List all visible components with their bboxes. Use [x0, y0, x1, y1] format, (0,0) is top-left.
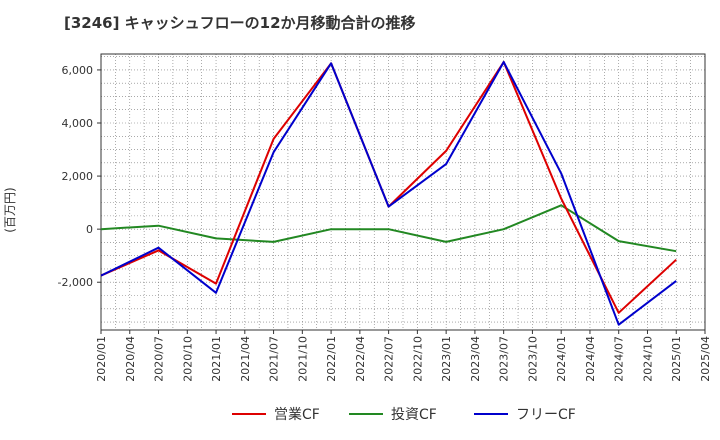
legend-label-1: 投資CF	[391, 407, 437, 423]
legend-label-0: 営業CF	[274, 407, 320, 423]
x-tick-label: 2023/01	[440, 336, 453, 382]
y-tick-label: 0	[86, 223, 93, 236]
legend-label-2: フリーCF	[516, 407, 576, 423]
x-tick-label: 2021/10	[296, 336, 309, 382]
series-layer	[100, 61, 677, 326]
x-tick-label: 2022/07	[383, 336, 396, 382]
legend: 営業CF 投資CF フリーCF	[232, 407, 576, 423]
series-line-1	[100, 204, 677, 253]
x-tick-label: 2022/04	[354, 336, 367, 382]
chart-title: [3246] キャッシュフローの12か月移動合計の推移	[64, 14, 416, 32]
y-axis-label-text: (百万円)	[3, 187, 17, 232]
x-tick-label: 2025/01	[670, 336, 683, 382]
x-tick-labels: 2020/01 2020/04 2020/07 2020/10 2021/01 2021/…	[95, 330, 712, 382]
x-tick-label: 2022/01	[325, 336, 338, 382]
x-tick-label: 2020/04	[124, 336, 137, 382]
y-tick-label: -2,000	[58, 276, 93, 289]
plot-frame	[100, 53, 706, 331]
x-tick-label: 2020/01	[95, 336, 108, 382]
y-tick-label: 2,000	[62, 170, 94, 183]
x-tick-label: 2024/04	[584, 336, 597, 382]
x-tick-label: 2023/07	[498, 336, 511, 382]
y-tick-labels: 6,000 4,000 2,000 0 -2,000	[58, 64, 101, 289]
series-line-2	[100, 61, 677, 326]
x-tick-label: 2025/04	[699, 336, 712, 382]
y-axis-label: (百万円)	[3, 187, 17, 232]
y-tick-label: 4,000	[62, 117, 94, 130]
x-tick-label: 2023/04	[469, 336, 482, 382]
y-tick-label: 6,000	[62, 64, 94, 77]
x-tick-label: 2021/04	[239, 336, 252, 382]
x-tick-label: 2024/01	[555, 336, 568, 382]
x-tick-label: 2023/10	[526, 336, 539, 382]
x-tick-label: 2021/01	[210, 336, 223, 382]
x-tick-label: 2024/07	[613, 336, 626, 382]
x-tick-label: 2020/10	[181, 336, 194, 382]
grid-layer	[101, 54, 705, 330]
x-tick-label: 2024/10	[641, 336, 654, 382]
x-tick-label: 2021/07	[268, 336, 281, 382]
x-tick-label: 2020/07	[153, 336, 166, 382]
x-tick-label: 2022/10	[411, 336, 424, 382]
